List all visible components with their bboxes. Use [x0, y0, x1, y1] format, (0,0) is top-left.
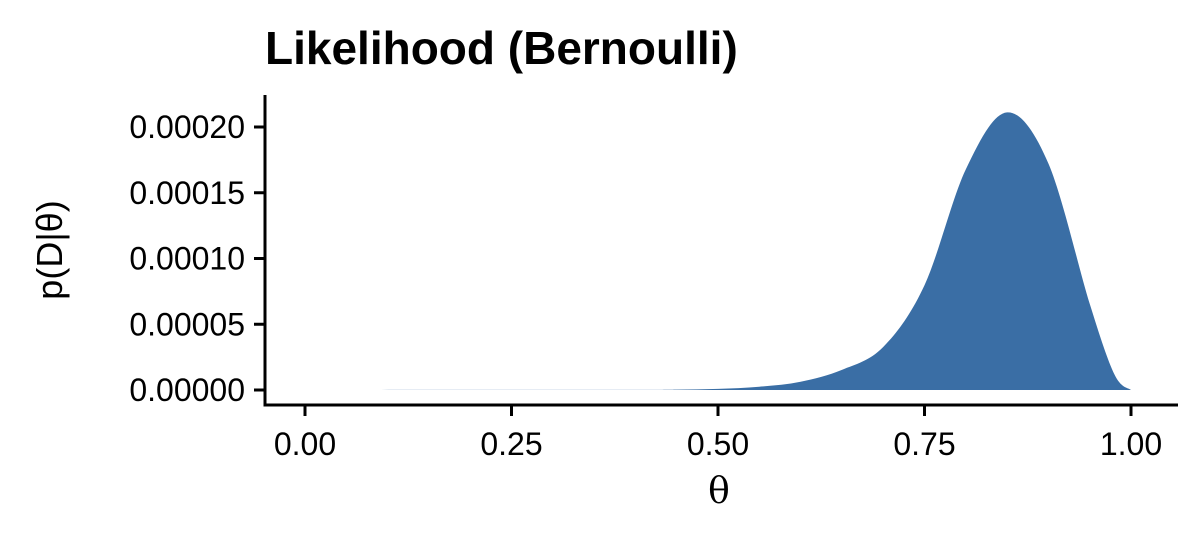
y-axis-ticks: 0.00000 0.00005 0.00010 0.00015 0.00020: [129, 109, 265, 408]
x-tick-label: 1.00: [1100, 426, 1162, 462]
x-tick-label: 0.75: [893, 426, 955, 462]
plot-area: [305, 112, 1131, 390]
chart-title: Likelihood (Bernoulli): [265, 22, 738, 74]
x-tick-label: 0.00: [274, 426, 336, 462]
x-tick-label: 0.25: [480, 426, 542, 462]
x-axis-ticks: 0.00 0.25 0.50 0.75 1.00: [274, 405, 1162, 462]
y-tick-label: 0.00010: [129, 241, 245, 277]
y-tick-label: 0.00015: [129, 175, 245, 211]
x-tick-label: 0.50: [687, 426, 749, 462]
likelihood-area: [305, 112, 1131, 390]
y-tick-label: 0.00005: [129, 306, 245, 342]
x-axis-title: θ: [708, 471, 730, 512]
y-tick-label: 0.00000: [129, 372, 245, 408]
y-tick-label: 0.00020: [129, 109, 245, 145]
y-axis-title: p(D|θ): [29, 200, 70, 299]
